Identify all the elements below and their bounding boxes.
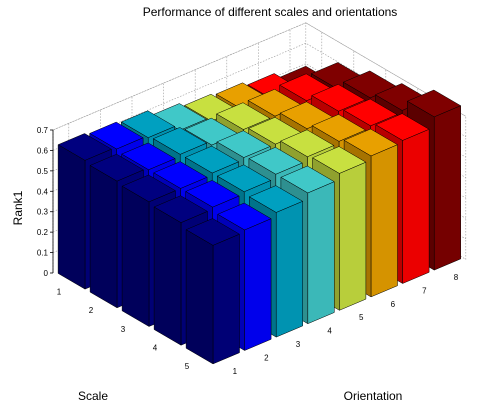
scale-tick-label: 3 — [121, 325, 126, 334]
bar-front — [212, 233, 240, 365]
z-tick-label: 0.3 — [37, 208, 49, 217]
orientation-tick-label: 5 — [359, 313, 364, 322]
bar-side — [121, 185, 150, 327]
orientation-tick-label: 7 — [422, 286, 427, 295]
scale-tick-label: 4 — [153, 343, 158, 352]
scale-axis-ticks: 1 2 3 4 5 — [57, 287, 190, 371]
bar-s5-o1 — [185, 218, 241, 365]
orientation-tick-label: 4 — [327, 327, 332, 336]
bar-front — [339, 161, 367, 311]
bar-front — [433, 105, 461, 271]
bar-front — [307, 181, 335, 325]
z-tick-label: 0.1 — [37, 249, 49, 258]
bars-layer — [57, 62, 462, 365]
orientation-tick-label: 6 — [391, 300, 396, 309]
scale-tick-label: 1 — [57, 287, 62, 296]
z-tick-label: 0.4 — [37, 187, 49, 196]
bar-front — [402, 128, 430, 284]
scale-tick-label: 5 — [185, 362, 190, 371]
bar-side — [153, 206, 182, 346]
bar-front — [370, 144, 398, 298]
bar-side — [89, 165, 118, 309]
z-axis-label: Rank1 — [11, 190, 25, 225]
orientation-tick-label: 1 — [233, 367, 238, 376]
z-tick-label: 0 — [44, 269, 49, 278]
chart-title: Performance of different scales and orie… — [143, 5, 398, 19]
orientation-tick-label: 8 — [454, 273, 459, 282]
z-tick-label: 0.6 — [37, 146, 49, 155]
orientation-axis-ticks: 1 2 3 4 5 6 7 8 — [233, 273, 459, 376]
z-tick-label: 0.2 — [37, 228, 49, 237]
bar-front — [244, 218, 272, 351]
bar-side — [185, 229, 214, 365]
orientation-axis-label: Orientation — [344, 389, 403, 403]
scale-tick-label: 2 — [89, 306, 94, 315]
scale-axis-label: Scale — [78, 389, 108, 403]
z-tick-label: 0.7 — [37, 126, 49, 135]
z-tick-label: 0.5 — [37, 167, 49, 176]
orientation-tick-label: 2 — [264, 353, 269, 362]
orientation-tick-label: 3 — [296, 340, 301, 349]
bar-front — [275, 200, 303, 338]
z-axis-ticks: 0 0.1 0.2 0.3 0.4 0.5 0.6 0.7 — [37, 126, 53, 278]
bar-side — [57, 144, 86, 290]
